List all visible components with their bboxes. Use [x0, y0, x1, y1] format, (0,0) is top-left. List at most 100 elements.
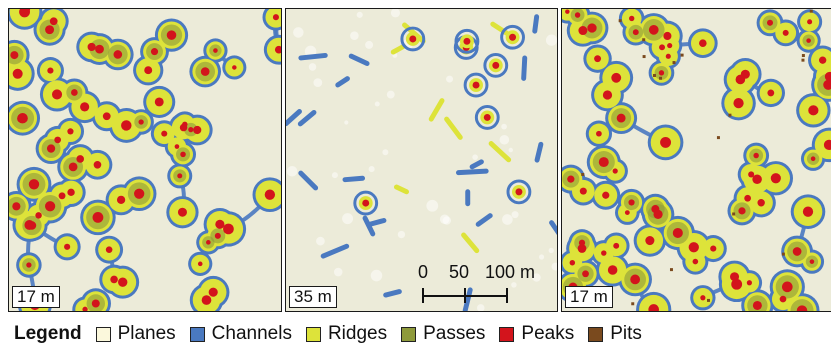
scale-tick: [422, 288, 424, 303]
pit-dot: [618, 19, 622, 23]
legend-label: Pits: [610, 323, 642, 344]
pit-dot: [581, 172, 585, 176]
peak-dot: [95, 44, 104, 54]
peak-dot: [782, 29, 789, 36]
channel-stroke: [383, 289, 402, 298]
peak-dot: [594, 55, 602, 63]
peak-dot: [10, 51, 19, 60]
peak-dot: [767, 89, 775, 97]
peak-dot: [80, 102, 90, 112]
terrain-bump: [532, 273, 541, 282]
peak-dot: [629, 15, 635, 22]
peak-dot: [51, 89, 63, 100]
peak-dot: [692, 258, 699, 265]
peak-dot: [779, 295, 787, 303]
terrain-bump: [455, 264, 465, 274]
peak-dot: [823, 139, 831, 151]
ridge-ring: [9, 9, 40, 27]
peak-dot: [274, 45, 281, 54]
peak-dot: [91, 299, 100, 308]
peak-dot: [201, 295, 212, 305]
peak-dot: [753, 152, 759, 159]
resolution-label: 35 m: [289, 286, 337, 308]
terrain-bump: [397, 230, 406, 239]
map-panel-2: 35 m 0 50 100 m: [285, 8, 558, 312]
map-panel-1: 17 m: [8, 8, 282, 312]
channel-ring: [474, 105, 500, 130]
peak-dot: [770, 173, 781, 184]
legend-item-passes: Passes: [401, 323, 485, 345]
scale-bar: 0 50 100 m: [413, 262, 553, 308]
peak-dot: [509, 33, 517, 41]
peak-dot: [272, 14, 279, 21]
pit-dot: [642, 55, 646, 59]
peak-dot: [607, 265, 618, 275]
ridges-swatch: [305, 326, 321, 342]
peak-dot: [483, 113, 491, 121]
terrain-bump: [499, 134, 510, 145]
peak-dot: [182, 121, 188, 128]
peak-dot: [598, 157, 609, 168]
scale-tick-label: 0: [418, 262, 429, 282]
terrain-bump: [538, 254, 545, 260]
legend-label: Channels: [211, 323, 292, 344]
peak-dot: [567, 175, 575, 183]
feature-map-2: [286, 9, 557, 311]
peak-dot: [463, 37, 471, 45]
peak-dot: [213, 48, 218, 53]
peak-dot: [587, 23, 597, 33]
terrain-bump: [331, 172, 338, 179]
pit-dot: [781, 252, 785, 256]
peak-dot: [688, 242, 699, 253]
peak-dot: [116, 195, 126, 204]
peak-dot: [596, 130, 602, 137]
peak-dot: [12, 202, 21, 211]
peak-dot: [67, 128, 74, 135]
peak-dot: [658, 70, 665, 76]
peak-dot: [565, 9, 570, 14]
channel-stroke: [348, 53, 370, 66]
terrain-bump: [476, 304, 485, 311]
peak-dot: [746, 280, 752, 286]
peak-dot: [665, 53, 671, 59]
peak-dot: [752, 174, 762, 184]
peak-dot: [492, 61, 500, 69]
peak-dot: [818, 56, 827, 64]
terrain-bump: [442, 216, 452, 225]
terrain-bump: [548, 247, 554, 254]
peak-dot: [667, 43, 673, 49]
pit-dot: [728, 113, 732, 117]
terrain-bump: [286, 165, 298, 177]
peak-dot: [177, 207, 187, 217]
scale-tick-label: 100 m: [485, 262, 536, 282]
legend: Legend Planes Channels Ridges Passes Pea…: [0, 316, 831, 352]
peak-dot: [781, 281, 793, 293]
legend-label: Ridges: [327, 323, 388, 344]
peak-dot: [611, 72, 622, 83]
ridge-stroke: [286, 109, 302, 127]
terrain-bump: [502, 214, 513, 225]
ridge-ring: [639, 294, 669, 311]
terrain-bump: [344, 120, 349, 125]
terrain-bump: [551, 262, 557, 271]
pits-swatch: [588, 326, 604, 342]
scale-tick: [464, 288, 466, 303]
ridge-stroke: [320, 243, 350, 259]
pit-dot: [680, 53, 684, 57]
channel-stroke: [462, 287, 473, 311]
peak-dot: [632, 29, 639, 36]
peak-dot: [648, 304, 659, 311]
peak-dot: [64, 243, 71, 250]
ridge-stroke: [298, 52, 328, 61]
peaks-swatch: [499, 326, 515, 342]
peak-dot: [197, 261, 203, 267]
scale-tick-label: 50: [449, 262, 470, 282]
terrain-bump: [333, 267, 343, 277]
peak-dot: [515, 188, 523, 196]
peak-dot: [740, 69, 750, 79]
legend-title: Legend: [14, 323, 82, 344]
planes-swatch: [95, 326, 111, 342]
peak-dot: [161, 130, 168, 137]
peak-dot: [67, 188, 75, 196]
peak-dot: [807, 19, 813, 25]
